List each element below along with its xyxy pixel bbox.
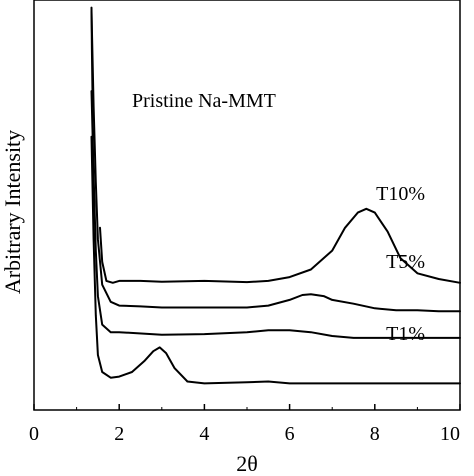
y-axis-title: Arbitrary Intensity — [0, 130, 25, 294]
x-tick-label: 10 — [440, 423, 460, 445]
series-line-5 — [90, 6, 94, 108]
x-tick-label: 0 — [29, 423, 39, 445]
series-line-2 — [90, 10, 461, 313]
curve-label-2: T10% — [376, 183, 425, 205]
series-line-4 — [90, 135, 461, 385]
x-axis-title: 2θ — [236, 451, 258, 476]
x-ticks — [33, 404, 461, 410]
curve-label-3: T5% — [386, 251, 425, 273]
curve-labels: Pristine Na-MMT T10% T5% T1% — [132, 90, 425, 345]
curves — [90, 6, 461, 385]
series-line-3 — [90, 90, 461, 339]
curve-label-1: Pristine Na-MMT — [132, 90, 276, 112]
x-tick-label: 2 — [114, 423, 124, 445]
x-tick-labels: 0 2 4 6 8 10 — [29, 423, 460, 445]
curve-label-4: T1% — [386, 323, 425, 345]
x-tick-label: 4 — [199, 423, 209, 445]
series-line-1 — [99, 207, 461, 284]
x-tick-label: 6 — [285, 423, 295, 445]
x-tick-label: 8 — [370, 423, 380, 445]
